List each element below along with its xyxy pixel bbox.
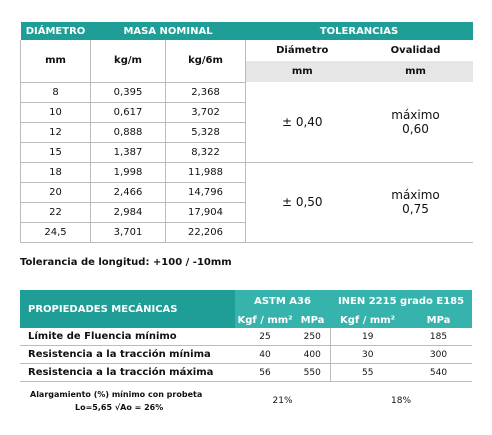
value-cell: 550 (295, 363, 331, 382)
value-cell: 56 (235, 363, 295, 382)
ovality-tolerance: máximo 0,75 (358, 162, 473, 243)
value-cell: 19 (329, 328, 406, 346)
header-cell: TOLERANCIAS (245, 22, 473, 40)
value-cell: 18 (20, 161, 91, 183)
subheader-cell: Kgf / mm² (235, 312, 295, 328)
value-cell: 2,984 (90, 201, 166, 223)
value-cell: 8,322 (164, 141, 247, 163)
value-cell: 8 (20, 81, 91, 103)
elongation-row: Alargamiento (%) mínimo con probeta Lo=5,… (20, 382, 472, 421)
value-cell: 2,368 (164, 81, 247, 103)
value-cell: 2,466 (90, 181, 166, 203)
value-cell: 18% (391, 396, 412, 406)
units-row: mm mm (21, 61, 473, 82)
subheader-row: mm kg/m kg/6m Diámetro Ovalidad (20, 40, 473, 82)
ovality-text: máximo 0,60 (391, 107, 440, 136)
value-cell: 20 (20, 181, 91, 203)
diameter-tolerance: ± 0,50 (245, 162, 359, 243)
header-row: PROPIEDADES MECÁNICAS ASTM A36 INEN 2215… (20, 290, 473, 328)
value-cell: 1,998 (90, 161, 166, 183)
value-cell: 0,395 (90, 81, 166, 103)
subheader-cell: Kgf / mm² (330, 312, 406, 328)
subheader-cell: MPa (405, 312, 473, 328)
value-cell: 15 (20, 141, 91, 163)
value-cell: 30 (329, 345, 406, 364)
length-tolerance-note: Tolerancia de longitud: +100 / -10mm (20, 257, 232, 268)
dimensions-table: DIÁMETRO MASA NOMINAL TOLERANCIAS mm kg/… (20, 22, 473, 243)
value-cell: 3,701 (90, 221, 166, 243)
value-cell: 3,702 (164, 101, 247, 123)
value-cell: 1,387 (90, 141, 166, 163)
value-cell: 25 (235, 328, 295, 346)
value-cell: 21% (272, 396, 293, 406)
ovality-tolerance: máximo 0,60 (358, 82, 473, 163)
value-cell: 10 (20, 101, 91, 123)
value-cell: 22,206 (164, 221, 247, 243)
data-row: 20 2,466 14,796 (20, 181, 473, 203)
value-cell: 5,328 (164, 121, 247, 143)
property-row: Resistencia a la tracción mínima 40 400 30 3… (20, 345, 473, 364)
data-row: 18 1,998 11,988 ± 0,50 máximo 0,75 (20, 161, 473, 243)
header-row: DIÁMETRO MASA NOMINAL TOLERANCIAS (20, 22, 473, 40)
value-cell: 540 (405, 363, 473, 382)
subheader-cell: mm (20, 40, 91, 82)
value-cell: 400 (295, 345, 331, 364)
subheader-cell: kg/6m (164, 40, 247, 82)
value-cell: 40 (235, 345, 295, 364)
ovality-text: máximo 0,75 (391, 188, 440, 216)
value-cell: 250 (295, 328, 331, 346)
subheader-cell: Ovalidad (390, 45, 441, 56)
header-cell: DIÁMETRO (20, 22, 91, 40)
property-label: Límite de Fluencia mínimo (20, 328, 235, 346)
value-cell: 12 (20, 121, 91, 143)
mechanical-properties-table: PROPIEDADES MECÁNICAS ASTM A36 INEN 2215… (20, 290, 473, 421)
property-row: Límite de Fluencia mínimo 25 250 19 185 (20, 328, 473, 346)
data-row: 8 0,395 2,368 ± 0,40 máximo 0,60 (20, 81, 473, 163)
value-cell: 11,988 (164, 161, 247, 183)
subheader-cell: MPa (295, 312, 331, 328)
value-cell: 22 (20, 201, 91, 223)
property-label: Resistencia a la tracción máxima (20, 363, 235, 382)
value-cell: 24,5 (20, 221, 91, 243)
value-cell: 185 (405, 328, 473, 346)
value-cell: 14,796 (164, 181, 247, 203)
header-cell: MASA NOMINAL (90, 22, 246, 40)
value-cell: 17,904 (164, 201, 247, 223)
subheader-cell: Diámetro (276, 45, 329, 56)
property-label: Resistencia a la tracción mínima (20, 345, 235, 364)
data-row: 15 1,387 8,322 (20, 141, 473, 163)
unit-cell: mm (245, 61, 359, 82)
unit-cell: mm (358, 61, 473, 82)
property-row: Resistencia a la tracción máxima 56 550 55 5… (20, 363, 473, 382)
value-cell: 0,617 (90, 101, 166, 123)
subheader-cell: kg/m (90, 40, 166, 82)
value-cell: 300 (405, 345, 473, 364)
header-cell: PROPIEDADES MECÁNICAS (20, 290, 235, 328)
data-row: 24,5 3,701 22,206 (20, 221, 473, 243)
label-line: Lo=5,65 √Ao = 26% (75, 403, 164, 412)
header-cell: INEN 2215 grado E185 (330, 290, 473, 312)
label-line: Alargamiento (%) mínimo con probeta (30, 390, 203, 399)
value-cell: 0,888 (90, 121, 166, 143)
value-cell: 55 (329, 363, 406, 382)
header-cell: ASTM A36 (235, 290, 331, 312)
subheader-row: Kgf / mm² MPa Kgf / mm² MPa (20, 312, 473, 328)
diameter-tolerance: ± 0,40 (245, 82, 359, 163)
data-row: 10 0,617 3,702 (20, 101, 473, 123)
property-label: Alargamiento (%) mínimo con probeta Lo=5,… (20, 382, 235, 421)
